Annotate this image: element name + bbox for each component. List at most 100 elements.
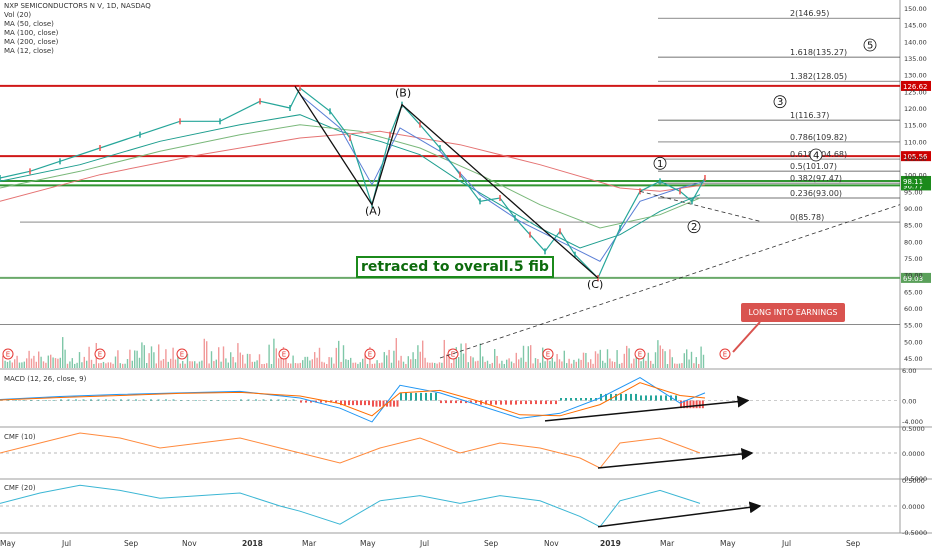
volume-bar <box>652 363 654 368</box>
volume-bar <box>323 362 325 368</box>
volume-bar <box>635 353 637 368</box>
macd-histogram-bar <box>165 399 167 401</box>
cmf10-tick: -0.5000 <box>902 475 927 483</box>
macd-histogram-bar <box>225 400 227 401</box>
volume-bar <box>215 359 217 368</box>
volume-bar <box>69 361 71 368</box>
volume-bar <box>642 354 645 368</box>
volume-bar <box>340 361 342 368</box>
wave-label: 4 <box>813 151 819 162</box>
volume-bar <box>146 363 148 368</box>
volume-bar <box>131 360 133 368</box>
volume-bar <box>578 358 580 368</box>
volume-bar <box>172 347 174 368</box>
macd-histogram-bar <box>585 398 587 401</box>
volume-bar <box>155 363 157 368</box>
time-tick: 2019 <box>600 539 621 548</box>
macd-histogram-bar <box>560 398 562 401</box>
macd-histogram-bar <box>440 400 442 404</box>
price-tick: 60.00 <box>904 305 923 313</box>
macd-histogram-bar <box>157 399 160 401</box>
chart-title: NXP SEMICONDUCTORS N V, 1D, NASDAQ <box>4 2 151 10</box>
cmf10-pane: 0.5000 0.0000 -0.5000 <box>0 425 927 483</box>
volume-bar <box>309 360 311 368</box>
volume-bar <box>568 358 570 368</box>
volume-bar <box>266 363 268 368</box>
volume-bar <box>256 360 258 368</box>
volume-bar <box>410 359 412 368</box>
volume-bar <box>4 360 6 368</box>
volume-bar <box>419 351 421 368</box>
volume-bar <box>678 363 681 368</box>
volume-bar <box>198 361 201 368</box>
macd-histogram-bar <box>217 400 220 401</box>
macd-histogram-bar <box>670 395 672 401</box>
volume-bar <box>230 352 232 368</box>
macd-tick: -4.000 <box>902 418 923 426</box>
macd-line <box>0 377 706 423</box>
volume-bar <box>62 337 64 368</box>
volume-bar <box>316 357 318 368</box>
volume-bar <box>186 353 189 368</box>
price-tick: 120.00 <box>904 105 927 113</box>
macd-histogram-bar <box>150 399 152 401</box>
volume-bar <box>66 363 69 368</box>
volume-bar <box>270 363 273 368</box>
earnings-marker <box>634 348 646 360</box>
volume-bar <box>254 361 256 368</box>
callout-pointer <box>732 321 761 353</box>
volume-bar <box>614 361 616 368</box>
macd-histogram-bar <box>545 400 547 405</box>
volume-bar <box>599 349 601 368</box>
macd-histogram-bar <box>695 400 698 409</box>
volume-bar <box>412 352 414 368</box>
volume-bar <box>76 362 78 368</box>
volume-bar <box>177 352 179 368</box>
volume-bar <box>424 357 426 368</box>
macd-histogram-bar <box>680 400 682 409</box>
macd-histogram-bar <box>15 400 17 401</box>
macd-histogram-bar <box>112 399 115 401</box>
level-tag <box>901 272 931 283</box>
volume-bar <box>434 362 436 368</box>
volume-bar <box>362 358 364 368</box>
level-tag-text: 96.77 <box>903 182 923 190</box>
volume-bar <box>261 363 263 368</box>
macd-histogram-bar <box>525 400 527 405</box>
cmf10-line <box>0 432 701 469</box>
macd-histogram-bar <box>580 398 582 401</box>
volume-bar <box>383 352 385 368</box>
earnings-marker <box>2 348 14 360</box>
volume-bar <box>42 361 45 368</box>
volume-bar <box>30 358 33 368</box>
volume-bar <box>102 361 105 368</box>
macd-histogram-bar <box>379 400 381 407</box>
volume-bar <box>239 352 241 368</box>
volume-bar <box>465 343 467 368</box>
volume-bar <box>700 346 702 368</box>
volume-bar <box>333 363 335 368</box>
volume-bar <box>489 363 491 368</box>
macd-histogram-bar <box>90 399 92 401</box>
volume-bar <box>527 346 529 368</box>
volume-bar <box>201 360 203 368</box>
volume-bar <box>623 353 625 368</box>
volume-bar <box>206 341 208 368</box>
volume-bar <box>479 343 481 368</box>
macd-histogram-bar <box>689 400 692 409</box>
volume-bar <box>220 361 222 368</box>
macd-histogram-bar <box>520 400 522 405</box>
macd-histogram-bar <box>97 399 100 401</box>
volume-bar <box>306 356 309 368</box>
volume-bar <box>304 356 306 368</box>
volume-bar <box>506 359 508 368</box>
volume-bar <box>472 357 474 368</box>
macd-histogram-bar <box>240 399 242 401</box>
macd-histogram-bar <box>555 400 557 405</box>
volume-bar <box>676 363 678 368</box>
macd-histogram-bar <box>82 399 85 401</box>
fib-label: 0.236(93.00) <box>790 189 842 198</box>
macd-histogram-bar <box>372 400 374 407</box>
volume-bar <box>609 358 611 368</box>
volume-bar <box>698 363 700 368</box>
